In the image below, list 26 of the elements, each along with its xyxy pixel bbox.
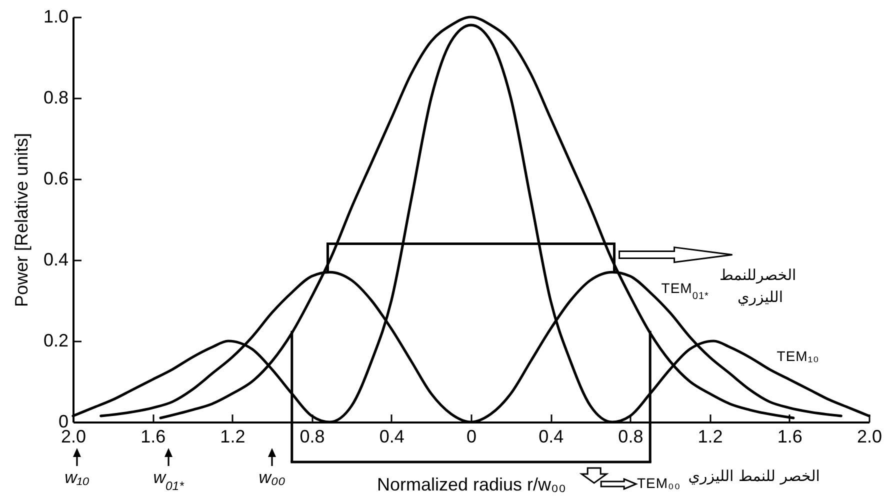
text: w₀₀ [258, 468, 286, 487]
text: w₁₀ [64, 468, 90, 487]
legend-label: TEM₀₀ [637, 475, 681, 491]
y-tick-label: 0.6 [43, 168, 68, 188]
x-tick-label: 1.2 [220, 426, 246, 446]
series-label: TEM$_{01*}$ [661, 280, 709, 302]
series-label: TEM₁₀ [776, 348, 820, 364]
x-tick-label: 0.4 [538, 426, 564, 446]
y-tick-label: 1.0 [43, 6, 68, 26]
y-axis-title: Power [Relative units] [11, 132, 32, 308]
x-tick-label: 0.8 [300, 426, 325, 446]
text: الخصر للنمط الليزري [688, 467, 820, 485]
y-tick-label: 0.8 [43, 88, 68, 108]
x-tick-label: 0 [466, 426, 477, 446]
x-axis-title: Normalized radius r/w₀₀ [377, 474, 566, 494]
x-tick-label: 1.6 [140, 426, 166, 446]
x-tick-label: 0.4 [379, 426, 404, 446]
x-tick-label: 0.8 [618, 426, 644, 446]
x-tick-label: 2.0 [856, 426, 882, 446]
y-tick-label: 0.2 [43, 330, 68, 350]
annotation: الخصرللنمط الليزري [720, 266, 802, 306]
y-tick-label: 0.4 [43, 250, 68, 270]
x-tick-label: 1.6 [777, 426, 802, 446]
x-tick-label: 2.0 [60, 426, 86, 446]
x-tick-label: 1.2 [698, 426, 723, 446]
text: w$_{01*}$ [153, 468, 186, 493]
